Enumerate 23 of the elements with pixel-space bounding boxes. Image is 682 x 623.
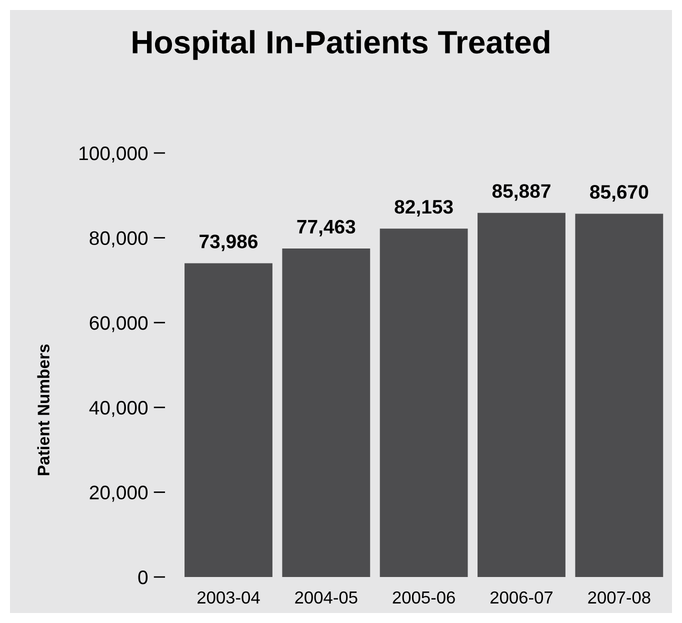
bar <box>380 228 468 577</box>
data-label: 77,463 <box>297 220 356 236</box>
y-tick-label: 60,000 <box>90 316 148 332</box>
x-tick-label: 2005-06 <box>392 591 455 604</box>
data-label: 73,986 <box>200 234 258 252</box>
bar <box>478 212 566 577</box>
x-tick-label: 2004-05 <box>295 591 358 604</box>
chart-title: Hospital In-Patients Treated <box>132 30 550 60</box>
bar <box>282 248 370 577</box>
bar <box>184 263 272 577</box>
y-tick-label: 20,000 <box>90 486 148 502</box>
data-label: 82,153 <box>394 200 453 217</box>
bar <box>575 214 664 577</box>
x-tick-label: 2003-04 <box>198 591 260 604</box>
y-tick-label: 100,000 <box>80 146 148 163</box>
data-label: 85,670 <box>590 185 648 202</box>
y-tick-label: 40,000 <box>89 400 148 417</box>
y-tick-label: 80,000 <box>90 231 148 248</box>
y-axis-title: Patient Numbers <box>37 344 50 476</box>
x-tick-label: 2006-07 <box>490 591 552 604</box>
y-tick-label: 0 <box>138 570 148 584</box>
x-tick-label: 2007-08 <box>588 591 650 604</box>
data-label: 85,887 <box>492 184 550 201</box>
